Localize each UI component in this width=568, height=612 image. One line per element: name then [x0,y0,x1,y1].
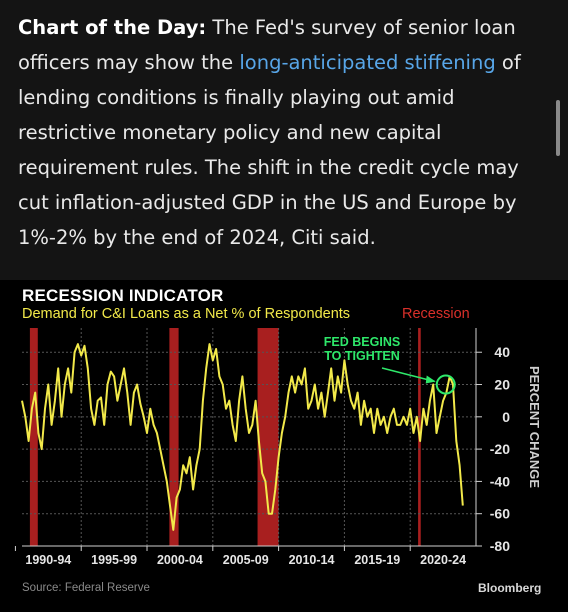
annotation-arrowhead [425,375,436,384]
scrollbar-thumb[interactable] [556,100,560,156]
annotation-label: FED BEGINS [324,335,400,349]
x-tick-label: 1990-94 [25,553,71,567]
chart-svg: 40 20 0 -20 -40 -60 -80 1990-94 1995-99 2000-04 20… [14,328,542,567]
x-tick-label: 2005-09 [223,553,269,567]
y-axis-label: PERCENT CHANGE [527,366,542,488]
chart-subtitle: Demand for C&I Loans as a Net % of Respo… [22,306,351,322]
recession-band [169,328,179,546]
y-tick-label: 0 [502,409,510,425]
x-tick-label: 1995-99 [91,553,137,567]
article-text-before-link: The Fed's survey of senior loan officers… [18,16,516,74]
recession-band [29,328,38,546]
article-text: Chart of the Day: The Fed's survey of se… [18,10,540,255]
y-tick-label: 20 [494,377,510,393]
chart-title: RECESSION INDICATOR [22,286,224,305]
article-lead: Chart of the Day: [18,16,207,39]
annotation-circle [435,374,456,395]
chart-source: Source: Federal Reserve [22,582,150,594]
y-tick-label: -60 [490,506,510,522]
annotation-label: TO TIGHTEN [324,349,399,363]
recession-band [257,328,279,546]
x-tick-label: 2010-14 [289,553,335,567]
article-link[interactable]: long-anticipated stiffening [239,51,496,74]
article-text-after-link: of lending conditions is finally playing… [18,51,521,249]
series-line [21,343,464,531]
y-tick-label: 40 [494,344,510,360]
recession-legend-label: Recession [402,306,470,322]
x-tick-label: 2020-24 [420,553,466,567]
x-tick-label: 2015-19 [354,553,400,567]
annotation-arrow-line [381,367,435,383]
y-tick-label: -20 [490,441,510,457]
x-tick-label: 2000-04 [157,553,203,567]
y-tick-label: -80 [490,538,510,554]
chart-card: 40 20 0 -20 -40 -60 -80 1990-94 1995-99 2000-04 20… [0,280,568,612]
bloomberg-logo: Bloomberg [478,581,542,595]
y-tick-label: -40 [490,473,510,489]
